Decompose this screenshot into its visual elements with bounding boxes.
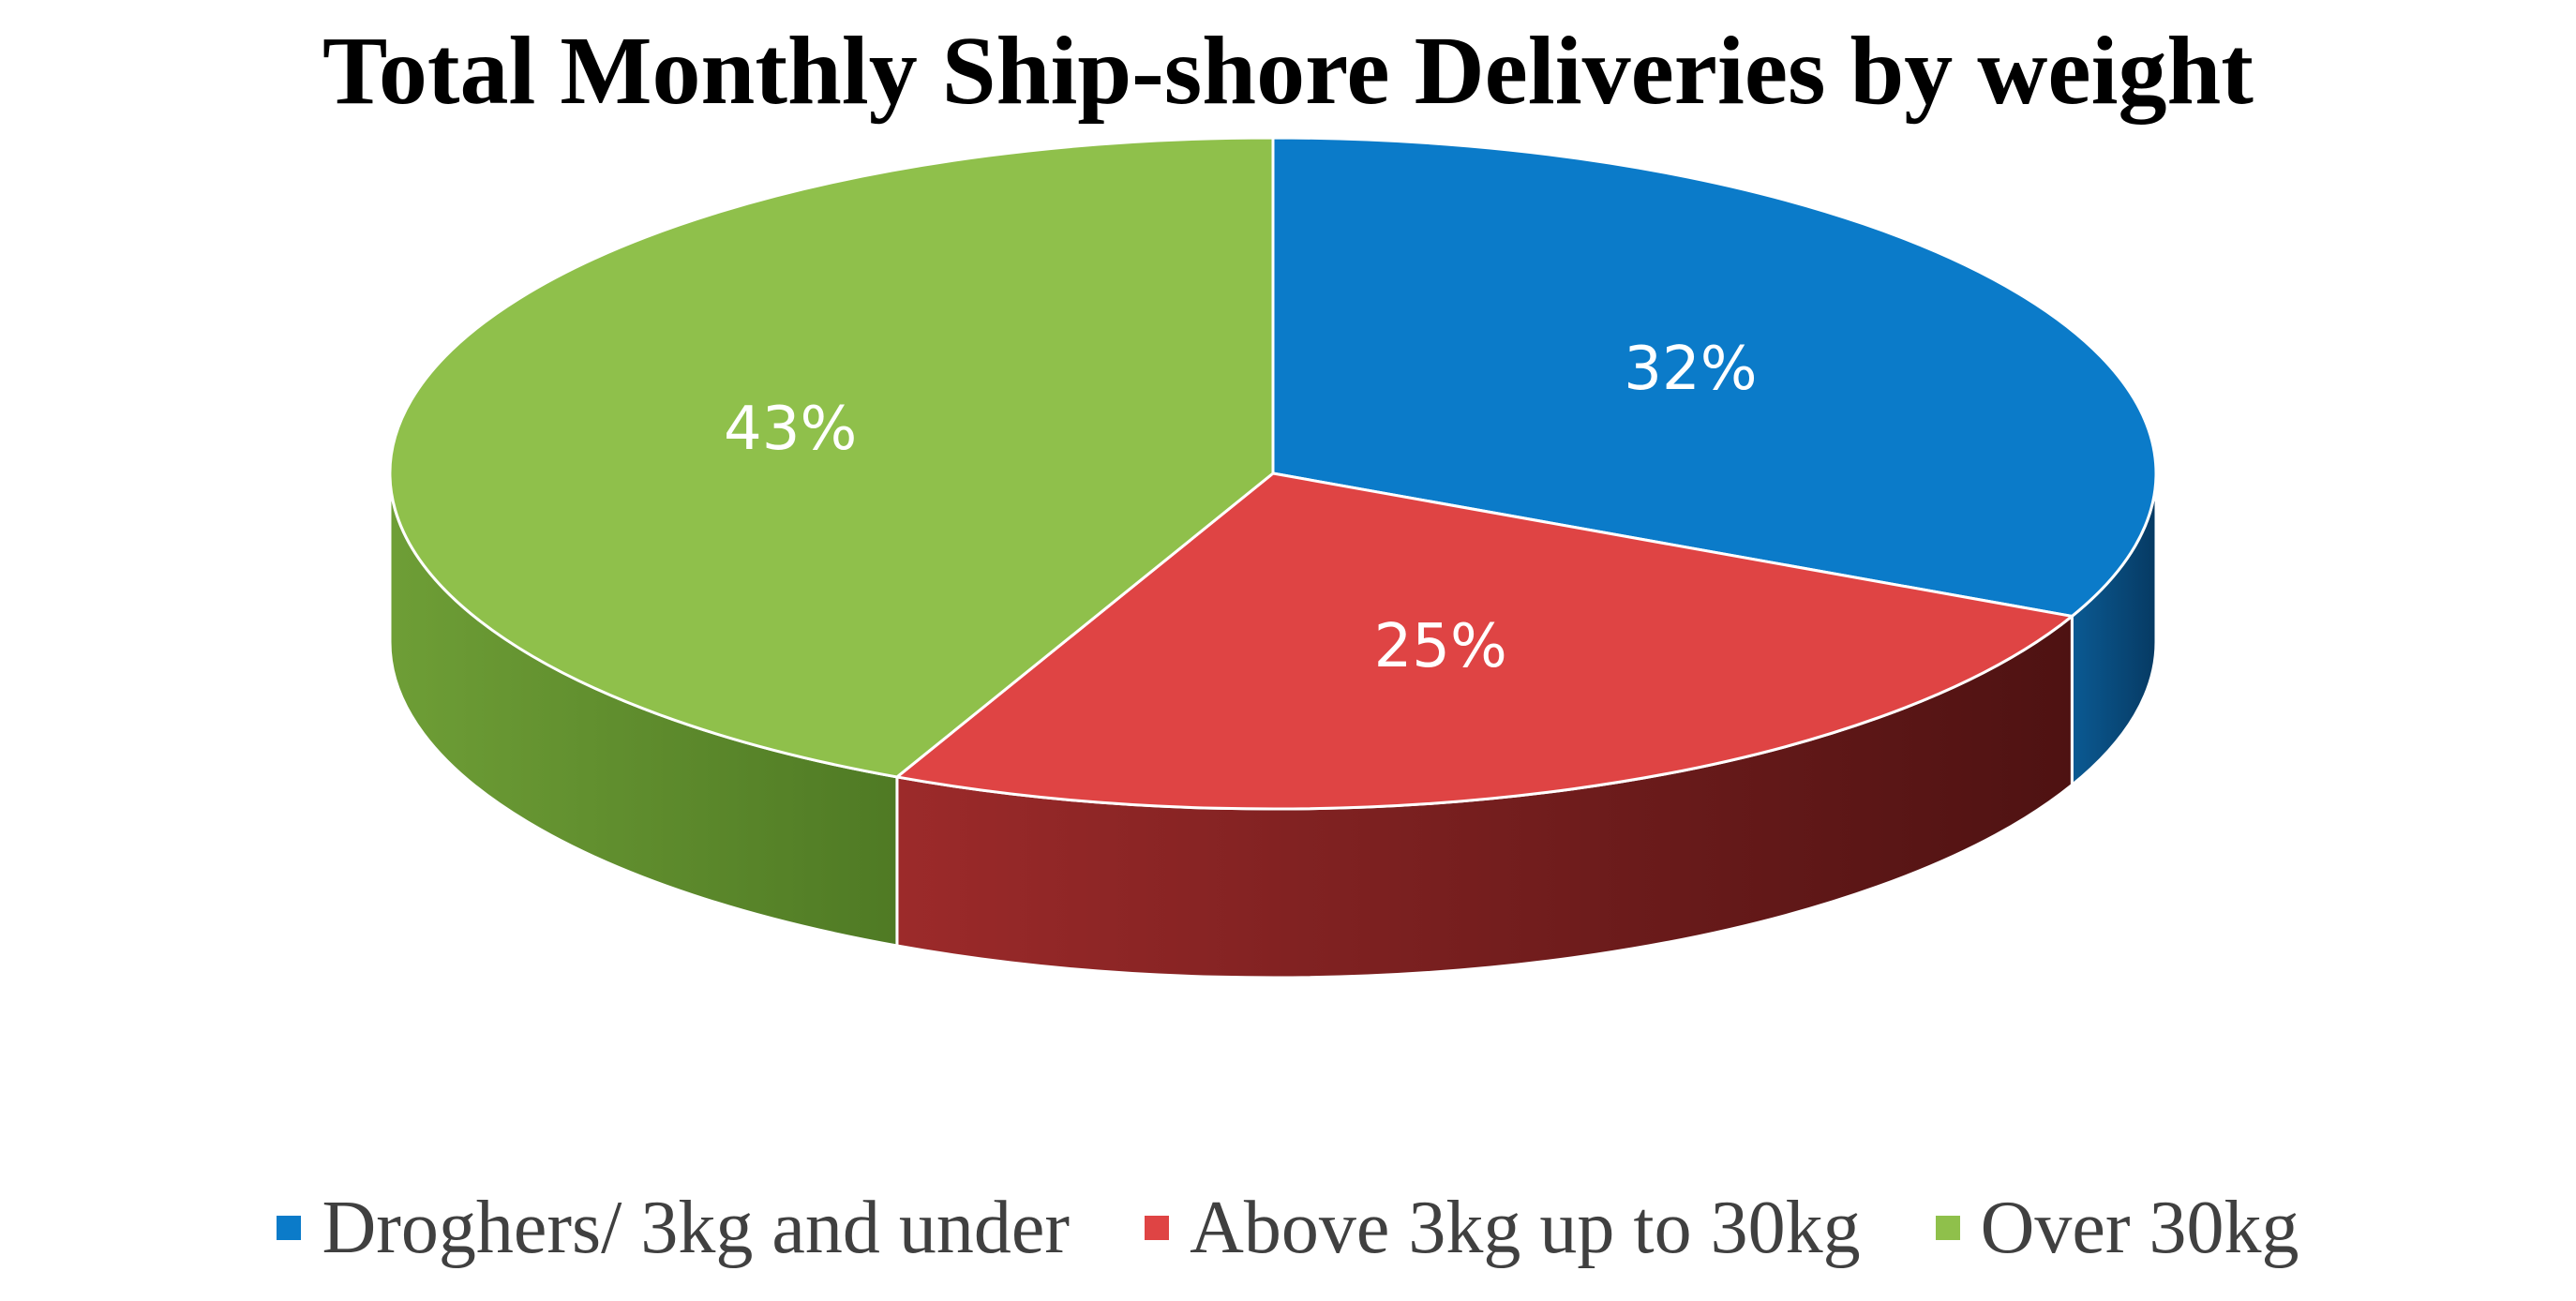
slice-label-droghers-3kg-and-under: 32% <box>1624 335 1757 404</box>
legend-item-over-30kg: Over 30kg <box>1935 1186 2299 1271</box>
legend-item-droghers: Droghers/ 3kg and under <box>277 1186 1070 1271</box>
chart-title: Total Monthly Ship-shore Deliveries by w… <box>322 17 2254 125</box>
legend-swatch-blue <box>277 1216 302 1240</box>
pie-top <box>388 136 2158 811</box>
legend: Droghers/ 3kg and under Above 3kg up to … <box>0 1176 2576 1279</box>
legend-label: Droghers/ 3kg and under <box>322 1186 1071 1269</box>
pie-labels: 32% 25% 43% <box>724 335 1757 681</box>
pie-slice-droghers-3kg-and-under <box>1271 136 2158 618</box>
pie-slice-over-30kg <box>388 136 1275 779</box>
slice-label-above-3kg-up-to-30kg: 25% <box>1374 612 1507 681</box>
pie-slice-above-3kg-up-to-30kg <box>895 471 2074 811</box>
slice-label-over-30kg: 43% <box>724 395 857 464</box>
legend-item-above-3kg: Above 3kg up to 30kg <box>1145 1186 1861 1271</box>
legend-label: Over 30kg <box>1980 1186 2299 1269</box>
legend-swatch-green <box>1935 1216 1960 1240</box>
legend-swatch-red <box>1145 1216 1170 1240</box>
legend-label: Above 3kg up to 30kg <box>1190 1186 1861 1269</box>
